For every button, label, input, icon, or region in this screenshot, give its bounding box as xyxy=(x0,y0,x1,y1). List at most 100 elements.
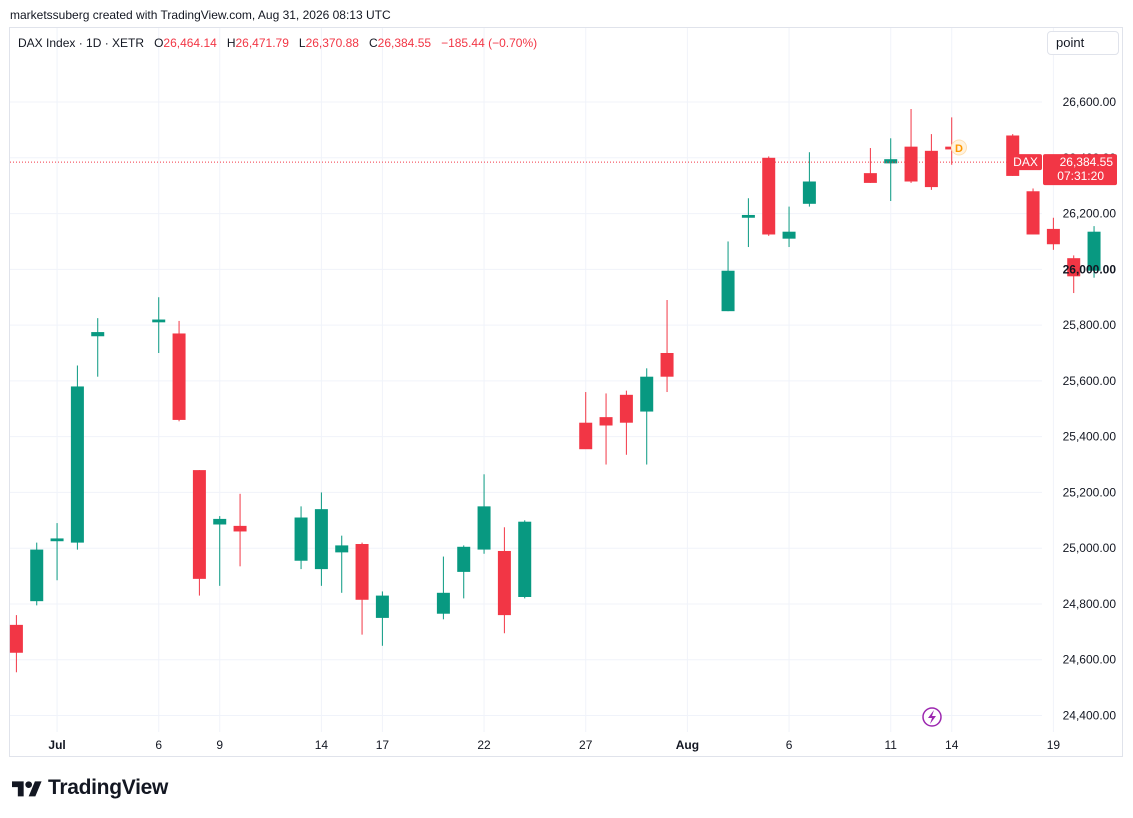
candle[interactable] xyxy=(762,156,776,236)
candle[interactable] xyxy=(660,300,674,393)
symbol-tag-text: DAX xyxy=(1013,155,1038,169)
candle[interactable] xyxy=(497,527,511,634)
candle-body xyxy=(904,146,918,182)
candle-body xyxy=(9,624,23,653)
tradingview-logo-icon xyxy=(12,781,42,797)
candle[interactable] xyxy=(1026,188,1040,235)
x-tick-label: 6 xyxy=(155,738,162,752)
candle[interactable] xyxy=(436,556,450,620)
candle-body xyxy=(579,422,593,450)
markers-layer: D xyxy=(922,139,967,727)
high-value: 26,471.79 xyxy=(235,36,289,50)
candle[interactable] xyxy=(233,493,247,567)
dividend-marker-circle xyxy=(951,139,967,156)
candle-body xyxy=(335,545,349,553)
candle[interactable] xyxy=(9,615,23,673)
y-tick-label: 26,000.00 xyxy=(1063,262,1117,276)
candle-body xyxy=(1067,258,1081,277)
candle[interactable] xyxy=(1087,226,1101,278)
y-tick-label: 26,200.00 xyxy=(1063,207,1117,221)
y-tick-label: 25,200.00 xyxy=(1063,485,1117,499)
candle[interactable] xyxy=(1046,217,1060,250)
candle[interactable] xyxy=(50,523,64,581)
candle[interactable] xyxy=(314,492,328,586)
candle-body xyxy=(1046,228,1060,245)
candle[interactable] xyxy=(884,138,898,202)
candle[interactable] xyxy=(904,109,918,183)
flash-icon-bolt xyxy=(928,710,936,724)
candle-body xyxy=(762,157,776,235)
candle[interactable] xyxy=(619,390,633,455)
candle-body xyxy=(924,150,938,188)
candle[interactable] xyxy=(477,474,491,554)
candle[interactable] xyxy=(721,241,735,312)
candle-body xyxy=(213,518,227,525)
candle-body xyxy=(477,506,491,550)
y-tick-label: 25,600.00 xyxy=(1063,374,1117,388)
candle-body xyxy=(192,470,206,579)
candle[interactable] xyxy=(599,393,613,465)
candle-body xyxy=(1087,231,1101,271)
x-tick-label: 11 xyxy=(884,738,897,752)
candle[interactable] xyxy=(355,542,369,635)
candle[interactable] xyxy=(1067,255,1081,294)
change-value: −185.44 (−0.70%) xyxy=(441,36,538,50)
x-tick-label: Jul xyxy=(48,738,65,752)
x-tick-label: Aug xyxy=(676,738,699,752)
candle[interactable] xyxy=(70,365,84,550)
dividend-marker[interactable]: D xyxy=(951,139,967,156)
y-axis-labels: 24,400.00 24,600.00 24,800.00 25,000.00 25,2… xyxy=(1063,95,1117,722)
candle[interactable] xyxy=(294,506,308,570)
candle[interactable] xyxy=(518,520,532,599)
candle-body xyxy=(30,549,44,602)
candle[interactable] xyxy=(640,368,654,465)
candle-body xyxy=(91,332,105,337)
candle-body xyxy=(314,509,328,570)
candle[interactable] xyxy=(863,148,877,183)
candle[interactable] xyxy=(30,542,44,606)
unit-selector-button[interactable]: point xyxy=(1047,31,1119,55)
candle[interactable] xyxy=(782,206,796,248)
flash-event-icon[interactable] xyxy=(922,707,942,727)
candle[interactable] xyxy=(152,297,166,353)
candle[interactable] xyxy=(335,535,349,593)
candle-body xyxy=(294,517,308,561)
symbol-label: DAX Index · 1D · XETR xyxy=(18,36,145,50)
candle[interactable] xyxy=(91,318,105,377)
x-tick-label: 27 xyxy=(579,738,593,752)
symbol-tag-bg xyxy=(1009,154,1042,171)
candle[interactable] xyxy=(375,591,389,646)
low-value: 26,370.88 xyxy=(305,36,359,50)
y-tick-label: 25,400.00 xyxy=(1063,430,1117,444)
candle[interactable] xyxy=(172,320,186,422)
brand-text: TradingView xyxy=(48,776,169,799)
y-tick-label: 24,600.00 xyxy=(1063,653,1117,667)
candle[interactable] xyxy=(457,545,471,599)
candle[interactable] xyxy=(741,198,755,248)
candle-body xyxy=(640,376,654,412)
candle[interactable] xyxy=(192,470,206,596)
candle-body xyxy=(50,538,64,542)
tradingview-logo[interactable]: TradingView xyxy=(12,776,168,800)
candle[interactable] xyxy=(802,152,816,207)
candle-body xyxy=(457,546,471,572)
candle[interactable] xyxy=(213,516,227,586)
candle-body xyxy=(70,386,84,543)
x-tick-label: 6 xyxy=(786,738,793,752)
candle-body xyxy=(497,550,511,616)
candle[interactable] xyxy=(579,392,593,450)
created-with-text: marketssuberg created with TradingView.c… xyxy=(10,8,391,22)
candle-body xyxy=(863,173,877,183)
candle-body xyxy=(1026,191,1040,235)
x-tick-label: 19 xyxy=(1047,738,1061,752)
countdown-text: 07:31:20 xyxy=(1057,169,1104,183)
candle-body xyxy=(436,592,450,614)
candle-body xyxy=(355,544,369,600)
candle-body xyxy=(152,319,166,323)
x-tick-label: 9 xyxy=(216,738,223,752)
candle-body xyxy=(599,417,613,426)
y-tick-label: 25,000.00 xyxy=(1063,541,1117,555)
